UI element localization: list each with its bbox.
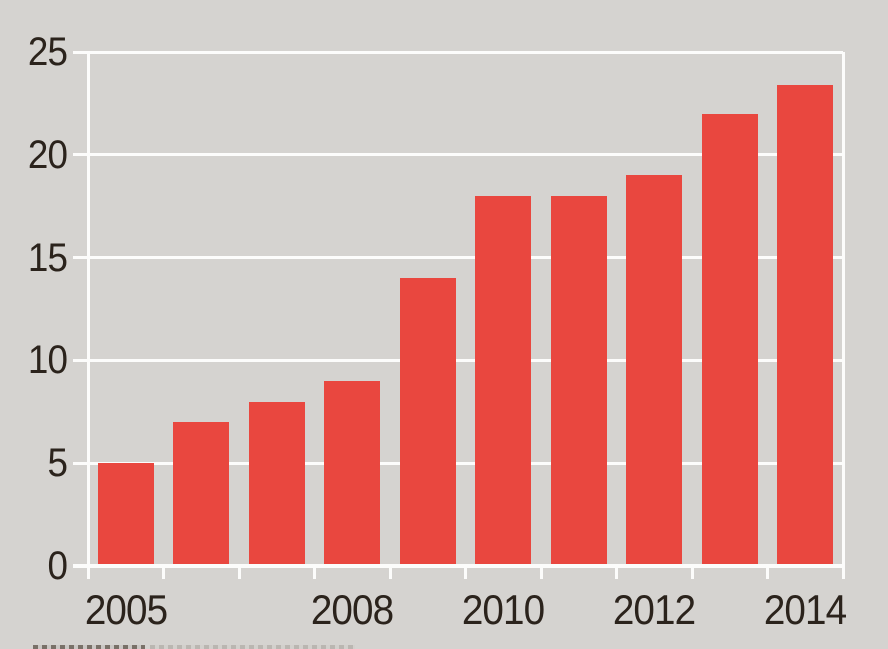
cropped-caption-artifact — [150, 645, 355, 649]
x-axis-tick — [388, 566, 392, 579]
gridline — [73, 153, 843, 157]
x-axis-tick-label: 2010 — [462, 586, 545, 633]
x-axis-tick — [464, 566, 467, 579]
bar-2010 — [475, 195, 532, 566]
y-axis-tick-label: 5 — [47, 441, 67, 486]
bar-2008 — [324, 380, 381, 566]
x-axis-tick-label: 2005 — [84, 586, 168, 633]
x-axis-tick — [615, 566, 618, 579]
y-axis-tick-label: 25 — [27, 30, 68, 74]
y-axis-tick-label: 20 — [27, 132, 68, 177]
bar-2014 — [777, 84, 834, 566]
x-axis-tick-label: 2012 — [613, 586, 696, 633]
gridline — [73, 256, 843, 260]
bar-2009 — [399, 278, 456, 566]
gridline — [73, 358, 843, 362]
x-axis-tick — [86, 566, 90, 579]
x-axis-tick — [841, 566, 845, 579]
plot-right-border — [841, 52, 845, 579]
bar-2005 — [97, 463, 154, 566]
bar-2011 — [550, 195, 607, 566]
gridline — [73, 461, 843, 465]
x-axis-baseline — [73, 564, 843, 568]
bar-2012 — [626, 175, 683, 566]
y-axis-tick-label: 15 — [27, 235, 68, 280]
x-axis-tick — [539, 566, 543, 579]
x-axis-tick-label: 2008 — [311, 586, 394, 633]
x-axis-tick — [690, 566, 694, 579]
y-axis-line — [86, 52, 90, 579]
x-axis-tick-label: 2014 — [764, 586, 847, 633]
bar-2006 — [173, 422, 230, 566]
y-axis-tick-label: 0 — [47, 544, 67, 588]
cropped-caption-artifact — [33, 645, 145, 649]
y-axis-tick-label: 10 — [27, 338, 68, 383]
gridline — [73, 50, 843, 54]
x-axis-tick — [313, 566, 316, 579]
bar-2007 — [248, 401, 305, 566]
bar-2013 — [701, 113, 758, 566]
x-axis-tick — [766, 566, 769, 579]
x-axis-tick — [162, 566, 165, 579]
x-axis-tick — [237, 566, 241, 579]
